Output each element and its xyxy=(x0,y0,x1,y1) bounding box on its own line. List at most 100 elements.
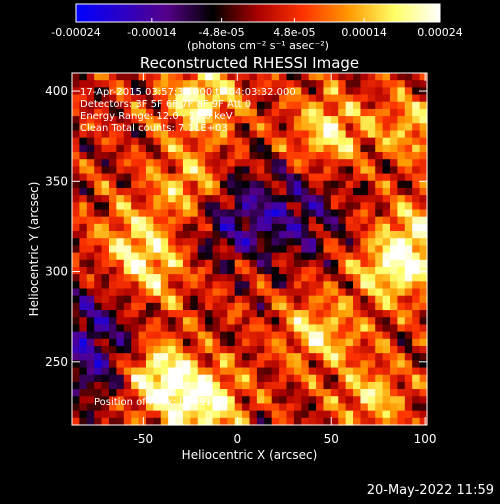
heatmap-cell xyxy=(264,87,273,96)
heatmap-cell xyxy=(72,324,80,333)
heatmap-cell xyxy=(353,353,362,361)
heatmap-cell xyxy=(227,231,236,239)
heatmap-cell xyxy=(397,266,406,275)
heatmap-cell xyxy=(227,144,236,153)
heatmap-cell xyxy=(242,94,251,103)
heatmap-cell xyxy=(116,130,125,139)
heatmap-cell xyxy=(168,281,177,290)
heatmap-cell xyxy=(101,195,110,203)
heatmap-cell xyxy=(316,403,325,412)
heatmap-cell xyxy=(94,166,103,175)
heatmap-cell xyxy=(182,367,191,376)
heatmap-cell xyxy=(412,288,421,297)
heatmap-cell xyxy=(256,302,265,311)
heatmap-cell xyxy=(301,338,310,347)
heatmap-cell xyxy=(153,259,162,268)
heatmap-cell xyxy=(131,166,140,175)
heatmap-cell xyxy=(256,73,265,81)
heatmap-cell xyxy=(316,345,325,354)
heatmap-cell xyxy=(301,381,310,390)
heatmap-cell xyxy=(390,345,399,354)
heatmap-cell xyxy=(308,223,317,232)
heatmap-cell xyxy=(382,216,391,225)
heatmap-cell xyxy=(271,108,280,117)
heatmap-cell xyxy=(271,302,280,311)
heatmap-cell xyxy=(219,223,228,232)
heatmap-cell xyxy=(205,288,214,297)
heatmap-cell xyxy=(153,202,162,211)
heatmap-cell xyxy=(353,152,362,160)
heatmap-cell xyxy=(205,101,214,110)
heatmap-cell xyxy=(197,389,206,397)
heatmap-cell xyxy=(353,331,362,340)
heatmap-cell xyxy=(168,223,177,232)
heatmap-cell xyxy=(323,417,332,426)
heatmap-cell xyxy=(234,116,243,124)
heatmap-cell xyxy=(360,173,369,182)
heatmap-cell xyxy=(390,389,399,397)
heatmap-cell xyxy=(153,101,162,110)
heatmap-cell xyxy=(293,417,302,426)
heatmap-cell xyxy=(286,381,295,390)
heatmap-cell xyxy=(190,266,199,275)
heatmap-cell xyxy=(242,216,251,225)
heatmap-cell xyxy=(234,223,243,232)
heatmap-cell xyxy=(116,281,125,290)
heatmap-cell xyxy=(360,123,369,132)
heatmap-cell xyxy=(286,266,295,275)
heatmap-cell xyxy=(72,209,80,218)
heatmap-cell xyxy=(360,152,369,160)
heatmap-cell xyxy=(323,266,332,275)
heatmap-cell xyxy=(145,180,154,189)
heatmap-cell xyxy=(72,374,80,383)
heatmap-cell xyxy=(264,144,273,153)
heatmap-cell xyxy=(197,381,206,390)
heatmap-cell xyxy=(205,73,214,81)
heatmap-cell xyxy=(234,324,243,333)
heatmap-cell xyxy=(101,180,110,189)
heatmap-cell xyxy=(197,310,206,318)
heatmap-cell xyxy=(323,187,332,196)
heatmap-cell xyxy=(123,80,132,88)
heatmap-cell xyxy=(338,360,347,369)
colorbar-tick-label: 0.00024 xyxy=(417,26,463,39)
heatmap-cell xyxy=(249,123,258,132)
heatmap-cell xyxy=(301,396,310,405)
heatmap-cell xyxy=(382,137,391,146)
heatmap-cell xyxy=(94,295,103,304)
heatmap-cell xyxy=(242,410,251,419)
heatmap-cell xyxy=(271,396,280,405)
heatmap-cell xyxy=(279,209,288,218)
heatmap-cell xyxy=(219,353,228,361)
heatmap-cell xyxy=(404,288,413,297)
heatmap-cell xyxy=(345,403,354,412)
heatmap-cell xyxy=(293,144,302,153)
heatmap-cell xyxy=(190,209,199,218)
heatmap-cell xyxy=(412,152,421,160)
heatmap-cell xyxy=(131,223,140,232)
heatmap-cell xyxy=(212,281,221,290)
heatmap-cell xyxy=(293,367,302,376)
heatmap-cell xyxy=(212,238,221,246)
heatmap-cell xyxy=(131,281,140,290)
heatmap-cell xyxy=(271,137,280,146)
heatmap-cell xyxy=(227,389,236,397)
heatmap-cell xyxy=(153,238,162,246)
heatmap-cell xyxy=(131,338,140,347)
heatmap-cell xyxy=(286,144,295,153)
heatmap-cell xyxy=(116,266,125,275)
heatmap-cell xyxy=(108,166,117,175)
heatmap-cell xyxy=(182,238,191,246)
heatmap-cell xyxy=(412,396,421,405)
heatmap-cell xyxy=(353,310,362,318)
heatmap-cell xyxy=(190,310,199,318)
heatmap-cell xyxy=(153,338,162,347)
heatmap-cell xyxy=(367,374,376,383)
heatmap-cell xyxy=(301,173,310,182)
heatmap-cell xyxy=(197,317,206,326)
heatmap-cell xyxy=(293,231,302,239)
heatmap-cell xyxy=(190,216,199,225)
heatmap-cell xyxy=(234,353,243,361)
heatmap-cell xyxy=(234,173,243,182)
heatmap-cell xyxy=(79,123,88,132)
